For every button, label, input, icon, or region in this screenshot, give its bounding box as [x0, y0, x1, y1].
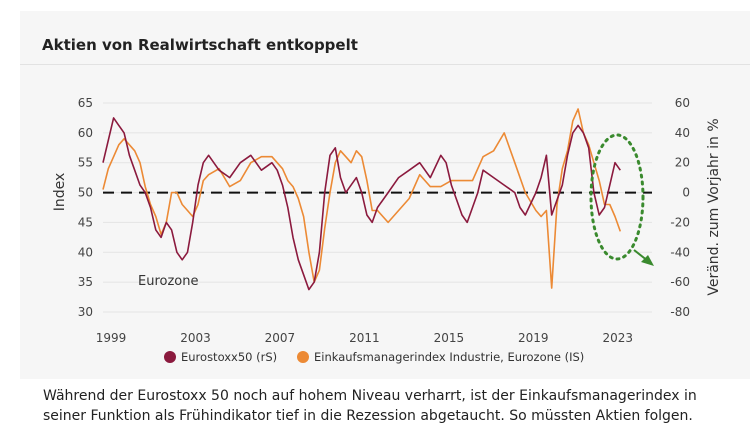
region-annotation: Eurozone [138, 274, 198, 289]
legend-marker-eurostoxx [164, 351, 176, 363]
x-tick-label: 2019 [518, 331, 549, 345]
right-tick-label: -40 [670, 245, 690, 259]
left-tick-label: 60 [78, 126, 93, 140]
left-axis-label: Index [52, 173, 68, 212]
chart-card [20, 11, 750, 379]
left-tick-label: 55 [78, 156, 93, 170]
right-axis-ticks: 60 40 20 0 -20 -40 -60 -80 [670, 96, 690, 319]
right-tick-label: 60 [675, 96, 690, 110]
left-tick-label: 45 [78, 215, 93, 229]
x-tick-label: 2003 [180, 331, 211, 345]
right-tick-label: 40 [675, 126, 690, 140]
title-divider [20, 64, 750, 65]
right-tick-label: -80 [670, 305, 690, 319]
legend-label-eurostoxx: Eurostoxx50 (rS) [181, 350, 277, 364]
right-tick-label: 20 [675, 156, 690, 170]
x-tick-label: 2015 [434, 331, 465, 345]
left-tick-label: 30 [78, 305, 93, 319]
x-tick-label: 2007 [265, 331, 296, 345]
series-lines [102, 108, 622, 291]
highlight-ellipse [589, 133, 645, 261]
x-tick-label: 2011 [349, 331, 380, 345]
pmi-series-line [102, 108, 622, 289]
right-tick-label: -60 [670, 275, 690, 289]
left-tick-label: 50 [78, 186, 93, 200]
x-tick-label: 1999 [96, 331, 127, 345]
legend: Eurostoxx50 (rS) Einkaufsmanagerindex In… [164, 350, 584, 364]
x-axis-ticks: 1999 2003 2007 2011 2015 2019 2023 [96, 331, 633, 345]
legend-label-pmi: Einkaufsmanagerindex Industrie, Eurozone… [314, 350, 584, 364]
chart-title: Aktien von Realwirtschaft entkoppelt [42, 36, 358, 54]
right-axis-label: Veränd. zum Vorjahr in % [706, 118, 722, 295]
right-tick-label: 0 [682, 186, 690, 200]
left-tick-label: 65 [78, 96, 93, 110]
left-axis-ticks: 65 60 55 50 45 40 35 30 [78, 96, 93, 319]
left-tick-label: 40 [78, 245, 93, 259]
left-tick-label: 35 [78, 275, 93, 289]
legend-marker-pmi [297, 351, 309, 363]
right-tick-label: -20 [670, 215, 690, 229]
highlight-annotation [589, 133, 654, 266]
eurostoxx-series-line [102, 117, 621, 291]
chart-caption: Während der Eurostoxx 50 noch auf hohem … [43, 388, 697, 424]
downward-arrow-head [641, 255, 654, 266]
x-tick-label: 2023 [602, 331, 633, 345]
